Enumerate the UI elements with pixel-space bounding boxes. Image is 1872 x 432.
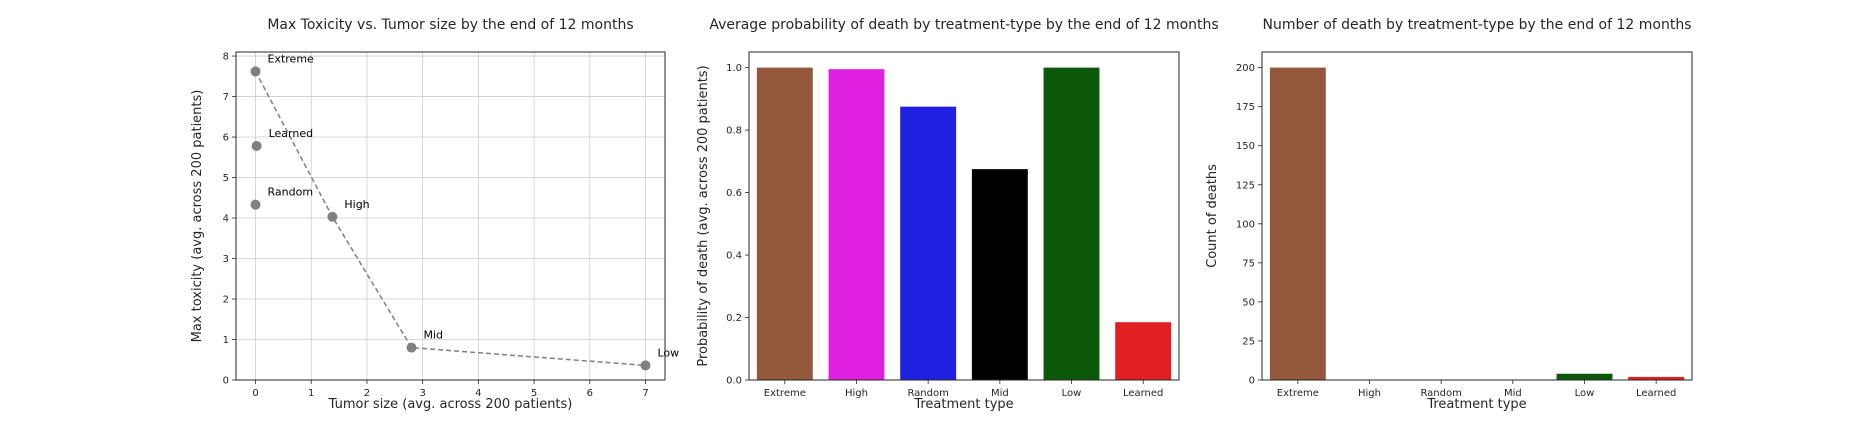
scatter-chart: 0 1 2 3 4 5 6 7 0 1 2 3 4 5 6 7 8 Extreme Learned Random Hig… [190,17,679,412]
y-tick-label: 0.6 [726,188,742,199]
y-tick-label: 3 [223,254,229,265]
point-annotation: Extreme [268,52,315,65]
y-tick-label: 25 [1242,336,1255,347]
chart-title: Number of death by treatment-type by the… [1263,17,1692,33]
point-annotation: High [344,198,369,211]
axes-frame [1261,51,1693,381]
data-point [250,66,261,77]
x-tick-label: Random [1420,388,1461,399]
bar [828,69,885,380]
axes-frame [235,51,666,381]
y-tick-label: 100 [1236,219,1255,230]
data-point [406,342,417,353]
bar [1043,67,1100,380]
y-axis-label: Probability of death (avg. across 200 pa… [696,65,711,366]
x-tick-label: Extreme [764,388,806,399]
y-tick-label: 7 [223,92,229,103]
x-tick-label: Extreme [1277,388,1319,399]
y-tick-label: 175 [1236,102,1255,113]
y-tick-label: 0.2 [726,313,742,324]
point-annotation: Learned [269,127,314,140]
y-tick-label: 4 [223,214,229,225]
y-tick-label: 150 [1236,141,1255,152]
x-tick-label: 3 [419,388,425,399]
x-tick-label: 4 [475,388,481,399]
y-tick-label: 1 [223,335,229,346]
y-tick-label: 8 [223,52,229,63]
bar [900,106,957,381]
x-tick-label: Mid [1504,388,1522,399]
y-tick-label: 0.8 [726,126,742,137]
data-point [640,360,651,371]
bar-chart: Extreme High Random Mid Low Learned 0 25 50 75 100… [1205,17,1693,412]
x-tick-label: 1 [308,388,314,399]
bar [1269,67,1326,380]
x-axis-label: Tumor size (avg. across 200 patients) [328,397,573,412]
x-tick-label: High [845,388,868,399]
data-point [250,199,261,210]
y-tick-label: 0.0 [726,376,742,387]
y-tick-label: 200 [1236,63,1255,74]
y-tick-label: 2 [223,295,229,306]
y-tick-label: 6 [223,133,229,144]
bar [1628,376,1685,380]
y-tick-label: 0 [1249,376,1255,387]
data-point [327,211,338,222]
x-tick-label: Learned [1636,388,1676,399]
axes-frame [748,51,1180,381]
x-axis-label: Treatment type [1426,397,1526,412]
x-tick-label: 6 [587,388,593,399]
point-annotation: Random [268,186,314,199]
x-tick-label: 0 [252,388,258,399]
y-tick-label: 0.4 [726,251,742,262]
y-tick-label: 50 [1242,297,1255,308]
x-tick-label: 2 [364,388,370,399]
x-tick-label: High [1358,388,1381,399]
x-tick-label: Low [1062,388,1082,399]
data-point [251,140,262,151]
bar [756,67,813,380]
x-tick-label: Random [907,388,948,399]
x-tick-label: 7 [642,388,648,399]
series-line [254,71,646,367]
bar [1556,373,1613,380]
point-annotation: Low [658,346,680,359]
x-tick-label: Mid [991,388,1009,399]
y-tick-label: 0 [223,376,229,387]
y-axis-label: Count of deaths [1205,164,1220,268]
x-axis-label: Treatment type [913,397,1013,412]
y-tick-label: 125 [1236,180,1255,191]
x-tick-label: 5 [531,388,537,399]
point-annotation: Mid [424,329,444,342]
x-tick-label: Learned [1123,388,1163,399]
bar [971,169,1028,380]
y-axis-label: Max toxicity (avg. across 200 patients) [190,90,205,343]
bar-chart: Extreme High Random Mid Low Learned 0.0 0.2 0.4 0… [696,17,1219,412]
y-tick-label: 1.0 [726,63,742,74]
bar [1115,322,1172,380]
chart-title: Max Toxicity vs. Tumor size by the end o… [267,17,633,33]
y-tick-label: 75 [1242,258,1255,269]
x-tick-label: Low [1575,388,1595,399]
chart-title: Average probability of death by treatmen… [709,17,1218,33]
y-tick-label: 5 [223,173,229,184]
